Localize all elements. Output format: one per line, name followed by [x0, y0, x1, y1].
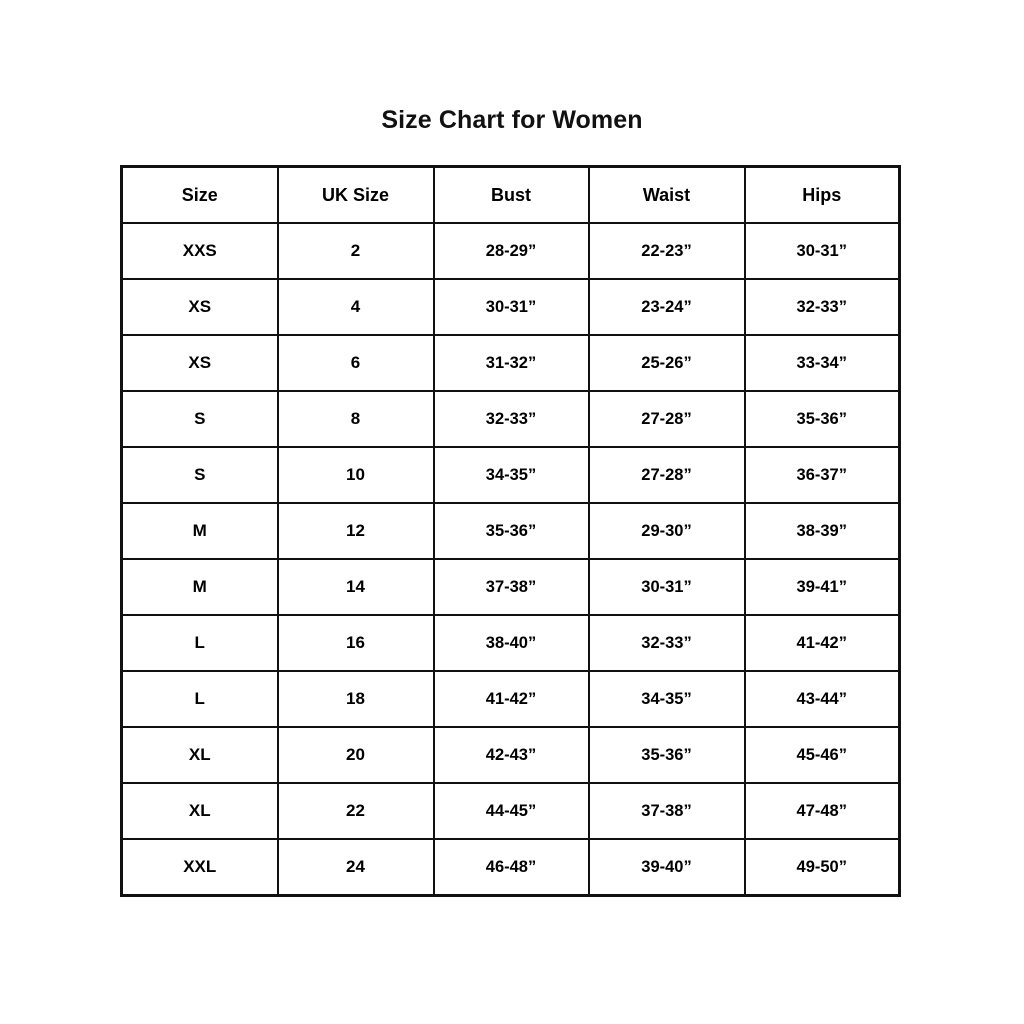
cell-waist: 23-24” — [587, 278, 746, 336]
table-row: M 12 35-36” 29-30” 38-39” — [120, 502, 901, 560]
cell-size: XXS — [120, 222, 279, 280]
cell-hips: 39-41” — [743, 558, 901, 616]
cell-size: S — [120, 390, 279, 448]
cell-hips: 45-46” — [743, 726, 901, 784]
table-header-row: Size UK Size Bust Waist Hips — [120, 165, 901, 224]
cell-uk: 16 — [276, 614, 435, 672]
cell-waist: 37-38” — [587, 782, 746, 840]
column-header-hips: Hips — [743, 165, 901, 224]
cell-size: XXL — [120, 838, 279, 897]
cell-uk: 18 — [276, 670, 435, 728]
table-row: XS 4 30-31” 23-24” 32-33” — [120, 278, 901, 336]
cell-size: XS — [120, 278, 279, 336]
cell-bust: 44-45” — [432, 782, 590, 840]
table-header: Size UK Size Bust Waist Hips — [120, 165, 901, 224]
cell-bust: 34-35” — [432, 446, 590, 504]
cell-bust: 30-31” — [432, 278, 590, 336]
cell-hips: 43-44” — [743, 670, 901, 728]
table-row: S 8 32-33” 27-28” 35-36” — [120, 390, 901, 448]
cell-hips: 32-33” — [743, 278, 901, 336]
cell-hips: 35-36” — [743, 390, 901, 448]
cell-bust: 32-33” — [432, 390, 590, 448]
cell-bust: 42-43” — [432, 726, 590, 784]
table-row: XL 22 44-45” 37-38” 47-48” — [120, 782, 901, 840]
cell-bust: 46-48” — [432, 838, 590, 897]
cell-waist: 29-30” — [587, 502, 746, 560]
cell-hips: 38-39” — [743, 502, 901, 560]
cell-size: M — [120, 558, 279, 616]
cell-bust: 38-40” — [432, 614, 590, 672]
cell-waist: 27-28” — [587, 446, 746, 504]
cell-uk: 12 — [276, 502, 435, 560]
cell-uk: 14 — [276, 558, 435, 616]
table-body: XXS 2 28-29” 22-23” 30-31” XS 4 30-31” 23-24” 32-… — [120, 222, 901, 897]
table-row: XL 20 42-43” 35-36” 45-46” — [120, 726, 901, 784]
cell-uk: 4 — [276, 278, 435, 336]
cell-hips: 41-42” — [743, 614, 901, 672]
cell-bust: 37-38” — [432, 558, 590, 616]
cell-uk: 22 — [276, 782, 435, 840]
cell-uk: 2 — [276, 222, 435, 280]
table-row: XXL 24 46-48” 39-40” 49-50” — [120, 838, 901, 897]
cell-uk: 24 — [276, 838, 435, 897]
cell-hips: 36-37” — [743, 446, 901, 504]
cell-waist: 30-31” — [587, 558, 746, 616]
table-row: L 18 41-42” 34-35” 43-44” — [120, 670, 901, 728]
cell-waist: 34-35” — [587, 670, 746, 728]
cell-waist: 32-33” — [587, 614, 746, 672]
cell-size: L — [120, 670, 279, 728]
column-header-size: Size — [120, 165, 279, 224]
cell-waist: 39-40” — [587, 838, 746, 897]
cell-waist: 35-36” — [587, 726, 746, 784]
cell-hips: 33-34” — [743, 334, 901, 392]
cell-size: S — [120, 446, 279, 504]
column-header-waist: Waist — [587, 165, 746, 224]
cell-size: XL — [120, 726, 279, 784]
table-row: XS 6 31-32” 25-26” 33-34” — [120, 334, 901, 392]
cell-waist: 25-26” — [587, 334, 746, 392]
cell-waist: 27-28” — [587, 390, 746, 448]
cell-bust: 35-36” — [432, 502, 590, 560]
cell-bust: 41-42” — [432, 670, 590, 728]
size-chart-table: Size UK Size Bust Waist Hips XXS 2 28-29” 2… — [120, 165, 901, 897]
cell-hips: 49-50” — [743, 838, 901, 897]
cell-size: M — [120, 502, 279, 560]
cell-size: XL — [120, 782, 279, 840]
column-header-bust: Bust — [432, 165, 590, 224]
cell-uk: 10 — [276, 446, 435, 504]
table-row: L 16 38-40” 32-33” 41-42” — [120, 614, 901, 672]
cell-size: XS — [120, 334, 279, 392]
cell-uk: 20 — [276, 726, 435, 784]
cell-hips: 47-48” — [743, 782, 901, 840]
cell-uk: 8 — [276, 390, 435, 448]
table-row: S 10 34-35” 27-28” 36-37” — [120, 446, 901, 504]
cell-size: L — [120, 614, 279, 672]
page-title: Size Chart for Women — [381, 106, 643, 134]
column-header-uk-size: UK Size — [276, 165, 435, 224]
cell-uk: 6 — [276, 334, 435, 392]
cell-waist: 22-23” — [587, 222, 746, 280]
table-row: M 14 37-38” 30-31” 39-41” — [120, 558, 901, 616]
cell-bust: 31-32” — [432, 334, 590, 392]
cell-bust: 28-29” — [432, 222, 590, 280]
cell-hips: 30-31” — [743, 222, 901, 280]
table-row: XXS 2 28-29” 22-23” 30-31” — [120, 222, 901, 280]
